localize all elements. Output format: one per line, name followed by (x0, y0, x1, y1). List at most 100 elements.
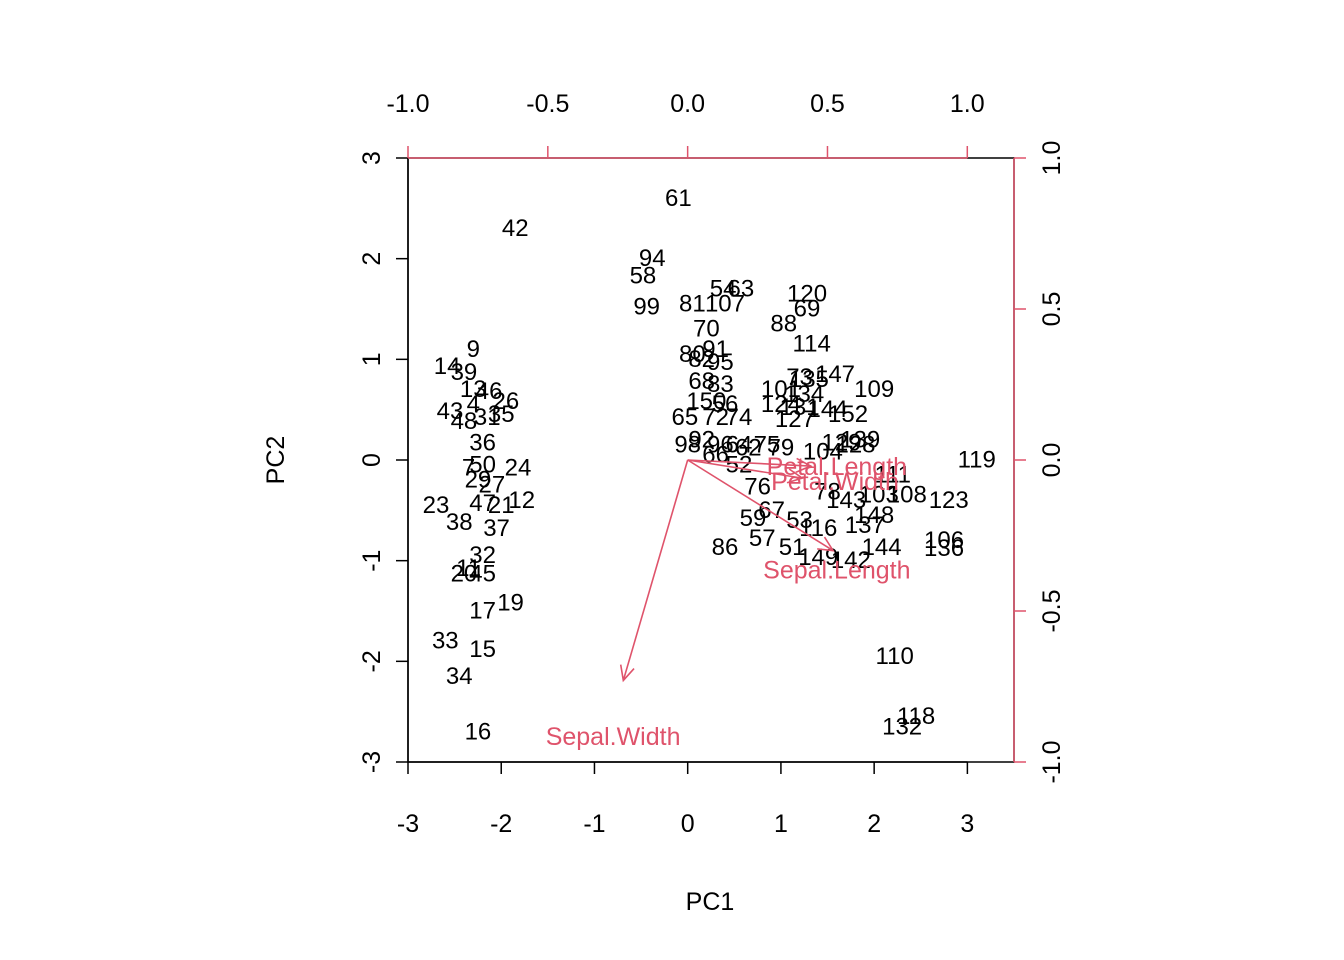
observation-label: 132 (882, 713, 922, 740)
observation-label: 107 (705, 290, 745, 317)
observation-label: 143 (826, 487, 866, 514)
observation-label: 120 (787, 280, 827, 307)
observation-label: 73 (786, 364, 813, 391)
loading-arrowhead (817, 536, 835, 552)
observation-label: 51 (779, 534, 806, 561)
right-tick-label: 0.0 (1038, 443, 1066, 478)
x-axis-title: PC1 (686, 888, 735, 916)
right-tick-label: -0.5 (1038, 589, 1066, 632)
observation-label: 47 (469, 490, 496, 517)
observation-label: 42 (502, 215, 529, 242)
loading-arrow (687, 459, 834, 552)
observation-label: 69 (794, 296, 821, 323)
observation-label: 131 (780, 394, 820, 421)
observation-label: 68 (688, 368, 715, 395)
observation-label: 64 (726, 431, 753, 458)
observation-label: 101 (761, 376, 801, 403)
observation-label: 37 (483, 515, 510, 542)
observation-label: 96 (707, 431, 734, 458)
observation-label: 144 (862, 534, 902, 561)
y-tick-label: -2 (358, 650, 386, 672)
observation-label: 142 (831, 547, 871, 574)
observation-label: 80 (679, 341, 706, 368)
loading-arrow (687, 459, 811, 467)
loading-arrowhead (786, 468, 805, 484)
x-tick-label: -1 (583, 810, 605, 838)
y-tick-label: 1 (358, 352, 386, 366)
observation-label: 13 (460, 376, 487, 403)
y-axis-title: PC2 (262, 436, 290, 485)
loading-label: Sepal.Length (763, 557, 910, 585)
observation-label: 76 (744, 474, 771, 501)
observation-label: 67 (758, 497, 785, 524)
observation-label: 56 (712, 391, 739, 418)
observation-label: 17 (469, 598, 496, 625)
observation-label: 82 (688, 346, 715, 373)
right-tick-label: -1.0 (1038, 740, 1066, 783)
observation-label: 14 (434, 353, 461, 380)
observation-label: 15 (469, 636, 496, 663)
observation-label: 27 (479, 472, 506, 499)
observation-label: 19 (497, 589, 524, 616)
observation-label: 92 (688, 426, 715, 453)
observation-label: 95 (707, 349, 734, 376)
observation-label: 45 (469, 560, 496, 587)
observation-label: 50 (469, 452, 496, 479)
observation-label: 136 (924, 535, 964, 562)
x-tick-label: 0 (681, 810, 695, 838)
observation-label: 21 (488, 492, 515, 519)
loading-label: Sepal.Width (546, 723, 681, 751)
x-tick-label: 3 (960, 810, 974, 838)
observation-label: 70 (693, 316, 720, 343)
top-tick-label: 0.5 (810, 90, 845, 118)
observation-label: 94 (639, 245, 666, 272)
observation-label: 83 (707, 371, 734, 398)
observation-label: 4 (467, 391, 480, 418)
right-tick-label: 1.0 (1038, 141, 1066, 176)
x-tick-label: -2 (490, 810, 512, 838)
y-tick-label: -3 (358, 751, 386, 773)
observation-label: 46 (476, 378, 503, 405)
observation-label: 78 (814, 479, 841, 506)
observation-label: 104 (803, 438, 843, 465)
observation-label: 135 (789, 366, 829, 393)
observation-label: 57 (749, 525, 776, 552)
observation-label: 119 (958, 447, 996, 474)
observation-label: 124 (761, 391, 801, 418)
observation-label: 16 (465, 718, 492, 745)
observation-label: 98 (674, 431, 701, 458)
observation-label: 9 (467, 336, 480, 363)
observation-label: 35 (488, 401, 515, 428)
observation-label: 88 (770, 311, 797, 338)
y-axis-left: -3 -2 -1 0 1 2 3 (358, 151, 409, 773)
observation-label: 150 (686, 388, 726, 415)
observation-label: 39 (451, 359, 478, 386)
loading-axis-right: -1.0 -0.5 0.0 0.5 1.0 (1013, 141, 1066, 784)
observation-label: 29 (465, 467, 492, 494)
observation-label: 72 (702, 404, 729, 431)
loading-arrow (622, 459, 689, 681)
observation-label: 31 (474, 404, 501, 431)
loading-arrowhead (619, 664, 635, 683)
observation-label: 81 (679, 290, 706, 317)
observation-label: 137 (845, 512, 885, 539)
x-axis-bottom: -3 -2 -1 0 1 2 3 (397, 761, 974, 838)
y-tick-label: -1 (358, 550, 386, 572)
observation-label: 152 (828, 401, 868, 428)
observation-label: 63 (727, 275, 754, 302)
observation-label: 34 (446, 663, 473, 690)
observation-label: 11 (456, 555, 481, 582)
observation-label: 114 (793, 331, 831, 358)
observation-label: 91 (702, 336, 729, 363)
observation-label: 59 (740, 505, 767, 532)
observation-label: 65 (672, 404, 699, 431)
loading-arrows: Sepal.Length Sepal.Width Petal.LengthPetal… (546, 453, 911, 751)
observation-label: 108 (887, 482, 927, 509)
y-tick-label: 3 (358, 151, 386, 165)
observation-label: 148 (854, 502, 894, 529)
observation-label: 24 (505, 455, 532, 482)
observation-label: 123 (929, 487, 969, 514)
observation-label: 111 (875, 462, 911, 489)
right-tick-label: 0.5 (1038, 292, 1066, 327)
